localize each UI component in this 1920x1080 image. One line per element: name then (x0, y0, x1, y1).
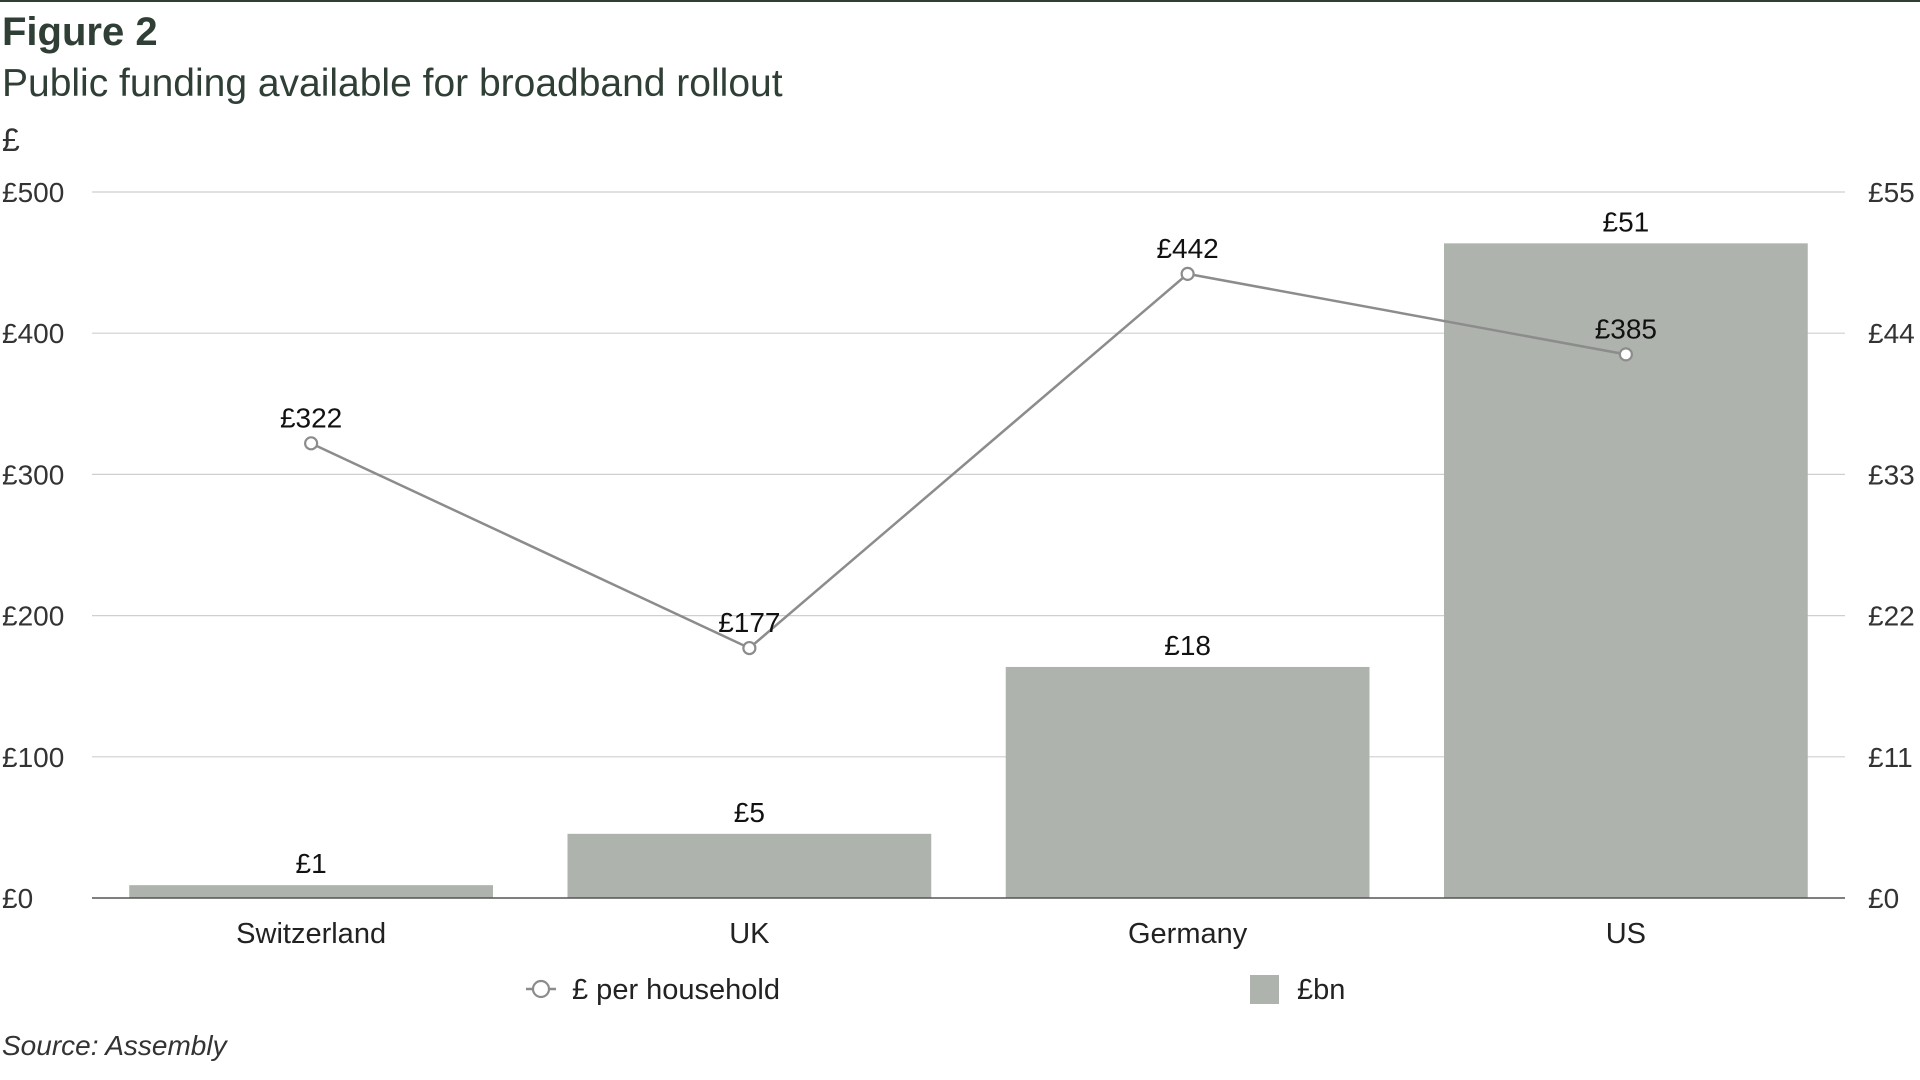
y-left-tick-label: £200 (2, 601, 64, 632)
y-right-tick-label: £44 (1868, 318, 1915, 349)
bar-data-label: £5 (734, 797, 765, 828)
y-left-tick-label: £400 (2, 318, 64, 349)
bar (1005, 666, 1370, 898)
line-data-label: £322 (280, 402, 342, 433)
y-left-tick-label: £500 (2, 177, 64, 208)
line-point (742, 640, 757, 656)
y-right-tick-label: £33 (1868, 459, 1915, 490)
y-left-tick-label: £0 (2, 883, 33, 914)
figure-label: Figure 2 (2, 10, 158, 54)
x-tick-label: US (1606, 918, 1646, 950)
x-tick-label: Switzerland (236, 918, 386, 950)
bar-data-label: £1 (296, 848, 327, 879)
legend-label-bar: £bn (1297, 974, 1345, 1006)
line-data-label: £177 (718, 607, 780, 638)
bar-data-label: £18 (1164, 630, 1211, 661)
y-left-tick-label: £100 (2, 742, 64, 773)
x-tick-label: UK (729, 918, 770, 950)
legend-label-line: £ per household (572, 974, 780, 1006)
bar (129, 885, 493, 898)
bar (567, 833, 932, 898)
axes: £0 £0 £100 £11 £200 £22 £300 £33 £400 £44 £500 £55 S… (2, 177, 1915, 950)
unit-label: £ (2, 122, 20, 158)
bar-series: £1 £5 £18 £51 (129, 206, 1808, 898)
line-point (1180, 266, 1195, 281)
line-data-label: £385 (1595, 313, 1657, 344)
x-tick-label: Germany (1128, 918, 1248, 950)
legend-bar-swatch (1250, 975, 1279, 1004)
source-note: Source: Assembly (2, 1030, 227, 1061)
y-right-tick-label: £11 (1868, 742, 1913, 773)
y-right-tick-label: £55 (1868, 177, 1915, 208)
line-point (304, 436, 319, 451)
line-path (310, 272, 1627, 650)
line-data-label: £442 (1156, 233, 1218, 264)
line-series: £322 £177 £442 £385 (280, 233, 1657, 656)
y-right-tick-label: £0 (1868, 883, 1899, 914)
legend-circle-marker (531, 979, 551, 999)
legend: £ per household £bn (526, 974, 1345, 1006)
chart-title: Public funding available for broadband r… (2, 62, 783, 105)
y-right-tick-label: £22 (1868, 601, 1915, 632)
y-left-tick-label: £300 (2, 459, 64, 490)
bar-data-label: £51 (1603, 206, 1650, 237)
line-point (1618, 347, 1633, 362)
top-rule (0, 0, 1920, 2)
